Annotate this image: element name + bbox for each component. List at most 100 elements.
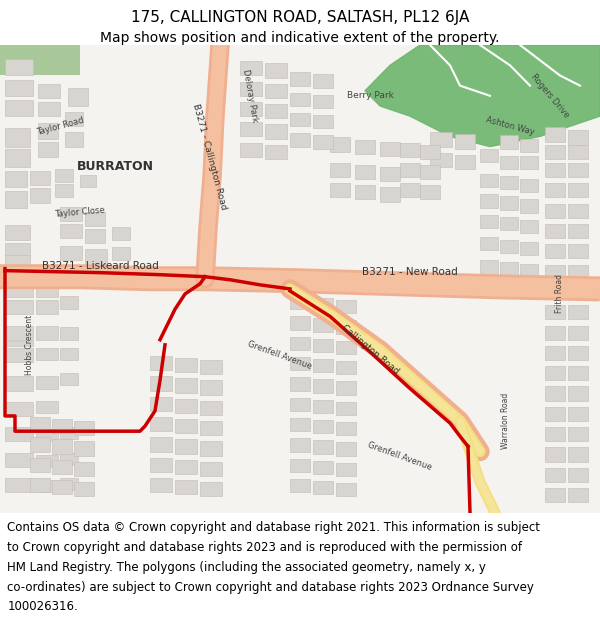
Text: B3271 - Callington Road: B3271 - Callington Road [191, 102, 229, 211]
Text: Grenfell Avenue: Grenfell Avenue [367, 441, 433, 472]
Bar [330, 138, 350, 152]
Bar [336, 462, 356, 476]
Text: Taylor Road: Taylor Road [35, 116, 85, 137]
Bar [240, 82, 262, 96]
Bar [290, 72, 310, 86]
Bar [55, 184, 73, 198]
Bar [545, 183, 565, 198]
Bar [36, 429, 58, 441]
Bar [568, 386, 588, 401]
Bar [36, 454, 58, 467]
Text: Grenfell Avenue: Grenfell Avenue [247, 339, 313, 371]
Bar [5, 402, 33, 416]
Bar [520, 242, 538, 256]
Bar [336, 483, 356, 496]
Bar [290, 438, 310, 451]
Bar [265, 104, 287, 118]
Bar [420, 144, 440, 159]
Text: B3271 - New Road: B3271 - New Road [362, 267, 458, 277]
Bar [520, 264, 538, 277]
Bar [36, 348, 58, 360]
Bar [313, 115, 333, 128]
Bar [568, 468, 588, 482]
Bar [545, 285, 565, 299]
Text: to Crown copyright and database rights 2023 and is reproduced with the permissio: to Crown copyright and database rights 2… [7, 541, 522, 554]
Text: Hobbs Crescent: Hobbs Crescent [25, 314, 35, 375]
Bar [5, 283, 33, 297]
Bar [545, 244, 565, 258]
Bar [60, 452, 78, 465]
Text: Map shows position and indicative extent of the property.: Map shows position and indicative extent… [100, 31, 500, 44]
Bar [545, 448, 565, 462]
Bar [420, 165, 440, 179]
Text: Deloray Park: Deloray Park [241, 69, 259, 123]
Text: co-ordinates) are subject to Crown copyright and database rights 2023 Ordnance S: co-ordinates) are subject to Crown copyr… [7, 581, 534, 594]
Bar [175, 399, 197, 413]
Bar [336, 341, 356, 354]
Bar [545, 163, 565, 177]
Bar [290, 133, 310, 147]
Bar [313, 359, 333, 372]
Bar [500, 176, 518, 189]
Bar [400, 142, 420, 157]
Bar [520, 179, 538, 192]
Bar [5, 128, 30, 147]
Bar [430, 132, 452, 147]
Bar [150, 356, 172, 370]
Text: Callington Road: Callington Road [340, 324, 400, 376]
Bar [290, 398, 310, 411]
Bar [200, 462, 222, 476]
Bar [500, 196, 518, 209]
Bar [380, 188, 400, 201]
Bar [240, 122, 262, 136]
Bar [500, 156, 518, 169]
Bar [455, 134, 475, 149]
Bar [480, 215, 498, 228]
Bar [290, 357, 310, 370]
Bar [150, 397, 172, 411]
Bar [30, 478, 50, 492]
Bar [545, 264, 565, 279]
Bar [336, 422, 356, 435]
Bar [5, 326, 33, 340]
Bar [568, 244, 588, 258]
Bar [545, 488, 565, 502]
Bar [520, 199, 538, 212]
Bar [480, 237, 498, 250]
Bar [336, 442, 356, 456]
Bar [336, 321, 356, 334]
Bar [200, 421, 222, 435]
Bar [313, 74, 333, 88]
Bar [55, 169, 73, 182]
Bar [380, 167, 400, 181]
Bar [200, 401, 222, 415]
Bar [265, 144, 287, 159]
Bar [545, 144, 565, 159]
Bar [545, 468, 565, 482]
Bar [313, 95, 333, 108]
Bar [5, 79, 33, 96]
Bar [290, 378, 310, 391]
Text: B3271 - Liskeard Road: B3271 - Liskeard Road [41, 261, 158, 271]
Bar [568, 326, 588, 340]
Bar [74, 421, 94, 435]
Bar [5, 427, 33, 441]
Bar [52, 439, 72, 454]
Bar [545, 366, 565, 381]
Bar [265, 63, 287, 78]
Bar [520, 156, 538, 169]
Bar [568, 488, 588, 502]
Bar [74, 482, 94, 496]
Text: Contains OS data © Crown copyright and database right 2021. This information is : Contains OS data © Crown copyright and d… [7, 521, 540, 534]
Text: Taylor Close: Taylor Close [55, 206, 106, 219]
Text: 100026316.: 100026316. [7, 600, 78, 613]
Bar [200, 381, 222, 394]
Bar [568, 285, 588, 299]
Bar [500, 262, 518, 276]
Bar [290, 418, 310, 431]
Bar [5, 59, 33, 76]
Polygon shape [365, 45, 600, 147]
Bar [68, 88, 88, 106]
Bar [240, 61, 262, 76]
Bar [60, 296, 78, 309]
